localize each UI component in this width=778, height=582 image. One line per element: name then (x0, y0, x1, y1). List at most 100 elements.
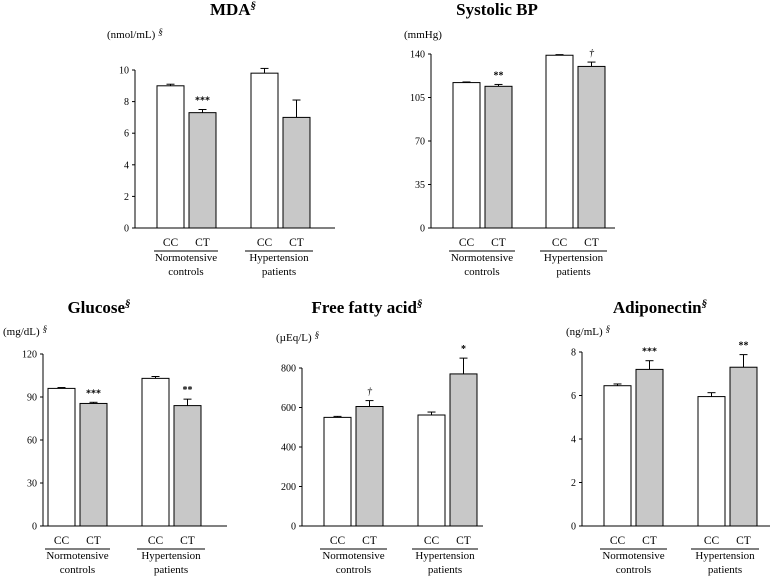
bar-ct (355, 406, 384, 527)
chart-title-text: Glucose (67, 298, 125, 317)
group-label-line1: Hypertension (544, 252, 604, 264)
y-axis-unit-label: (mg/dL) § (3, 324, 48, 338)
bar-cc (417, 414, 446, 527)
y-tick-label: 120 (22, 350, 37, 361)
significance-marker: ** (183, 385, 193, 396)
y-tick-label: 10 (119, 66, 129, 77)
y-axis-unit-label: (ng/mL) § (566, 324, 611, 338)
chart-title: MDA§ (210, 0, 256, 19)
category-label: CT (584, 237, 599, 249)
category-label: CT (456, 535, 471, 547)
category-label: CC (704, 535, 720, 547)
y-tick-label: 105 (410, 93, 425, 104)
category-label: CT (86, 535, 101, 547)
y-axis-unit-mark: § (606, 324, 611, 334)
chart-title-text: MDA (210, 0, 251, 19)
y-tick-label: 6 (124, 129, 129, 140)
y-axis-unit-text: (nmol/mL) (107, 29, 156, 41)
significance-marker: *** (86, 388, 101, 399)
category-label: CC (610, 535, 626, 547)
chart-title-text: Free fatty acid (312, 298, 418, 317)
group-label-line2: controls (168, 266, 203, 278)
category-label: CC (163, 237, 179, 249)
y-axis-unit-text: (mmHg) (404, 29, 442, 41)
chart-title-mark: § (251, 0, 257, 12)
bar-cc (156, 85, 185, 229)
category-label: CT (289, 237, 304, 249)
y-tick-label: 6 (571, 391, 576, 402)
category-label: CT (491, 237, 506, 249)
category-label: CC (330, 535, 346, 547)
bar-cc (250, 72, 279, 229)
group-label-line2: patients (428, 564, 462, 576)
group-label-line2: controls (616, 564, 651, 576)
chart-title-text: Systolic BP (456, 0, 538, 19)
bar-ct (173, 405, 202, 527)
category-label: CT (180, 535, 195, 547)
group-label-line2: controls (60, 564, 95, 576)
y-tick-label: 70 (415, 137, 425, 148)
bar-ct (484, 85, 513, 229)
y-tick-label: 200 (281, 482, 296, 493)
group-label-line2: patients (708, 564, 742, 576)
y-tick-label: 2 (124, 192, 129, 203)
chart-title: Adiponectin§ (613, 298, 707, 317)
y-tick-label: 4 (124, 160, 129, 171)
bar-ct (635, 368, 664, 527)
category-label: CC (552, 237, 568, 249)
bar-ct (79, 402, 108, 527)
y-tick-label: 0 (571, 522, 576, 533)
y-tick-label: 0 (32, 522, 37, 533)
group-label-line2: patients (154, 564, 188, 576)
bar-cc (323, 416, 352, 527)
bar-cc (141, 377, 170, 527)
bar-cc (697, 396, 726, 527)
y-tick-label: 30 (27, 479, 37, 490)
bar-cc (545, 54, 574, 229)
y-tick-label: 60 (27, 436, 37, 447)
category-label: CT (362, 535, 377, 547)
y-axis-unit-label: (mmHg) (404, 29, 442, 41)
bar-cc (603, 385, 632, 527)
category-label: CT (736, 535, 751, 547)
chart-panel: Systolic BP (mmHg) 0 35 70 105 140 CC ** CT CC † CT N… (404, 0, 615, 278)
y-axis-unit-text: (mg/dL) (3, 326, 40, 338)
group-label-line1: Hypertension (141, 550, 201, 562)
category-label: CT (195, 237, 210, 249)
chart-title-text: Adiponectin (613, 298, 702, 317)
bar-ct (282, 116, 311, 229)
category-label: CC (459, 237, 475, 249)
y-tick-label: 0 (420, 224, 425, 235)
y-axis-unit-mark: § (43, 324, 48, 334)
group-label-line1: Hypertension (695, 550, 755, 562)
group-label-line1: Hypertension (249, 252, 309, 264)
bar-ct (729, 366, 758, 527)
y-tick-label: 2 (571, 478, 576, 489)
chart-title: Free fatty acid§ (312, 298, 423, 317)
y-tick-label: 600 (281, 403, 296, 414)
y-tick-label: 4 (571, 435, 576, 446)
bar-ct (577, 65, 606, 229)
y-axis-unit-mark: § (158, 27, 163, 37)
y-tick-label: 90 (27, 393, 37, 404)
y-axis-unit-mark: § (315, 330, 320, 340)
y-tick-label: 800 (281, 364, 296, 375)
significance-marker: † (589, 48, 595, 59)
chart-title-mark: § (125, 298, 131, 310)
y-axis-unit-label: (nmol/mL) § (107, 27, 163, 41)
group-label-line2: controls (464, 266, 499, 278)
group-label-line1: Normotensive (602, 550, 664, 562)
chart-title-mark: § (702, 298, 708, 310)
chart-title-mark: § (417, 298, 423, 310)
group-label-line1: Normotensive (155, 252, 217, 264)
group-label-line2: patients (556, 266, 590, 278)
y-tick-label: 8 (571, 348, 576, 359)
significance-marker: *** (642, 347, 657, 358)
chart-panel: Free fatty acid§(µEq/L) §0200400600800CC†… (276, 298, 483, 576)
y-tick-label: 0 (291, 522, 296, 533)
y-tick-label: 0 (124, 224, 129, 235)
significance-marker: ** (494, 70, 504, 81)
group-label-line1: Normotensive (322, 550, 384, 562)
